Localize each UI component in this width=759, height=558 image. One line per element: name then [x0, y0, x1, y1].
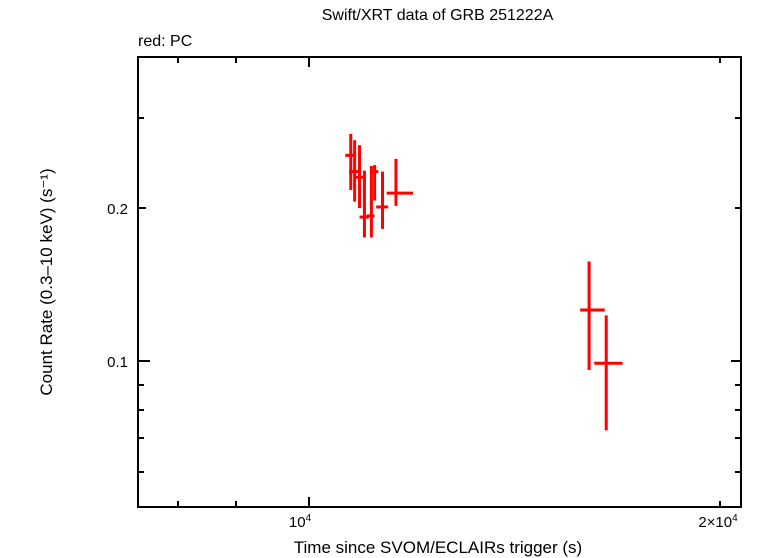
y-axis-ticks [138, 117, 741, 473]
y-tick-label-0.1: 0.1 [107, 354, 128, 371]
data-point [366, 166, 375, 238]
data-point [580, 261, 605, 371]
data-point [386, 158, 414, 206]
data-point [354, 145, 364, 209]
data-point [370, 165, 379, 201]
chart-subtitle: red: PC [138, 33, 193, 50]
x-tick-label-1e4: 104 [289, 513, 312, 531]
x-tick-label-2e4: 2×104 [698, 513, 738, 531]
chart-title: Swift/XRT data of GRB 251222A [321, 7, 554, 24]
x-axis-ticks [177, 57, 721, 507]
y-axis-label: Count Rate (0.3–10 keV) (s⁻¹) [37, 168, 56, 395]
y-tick-label-0.2: 0.2 [107, 201, 128, 218]
plot-frame [137, 56, 742, 508]
data-point [376, 171, 389, 229]
data-series-pc [345, 133, 623, 431]
data-point [349, 140, 360, 202]
x-axis-label: Time since SVOM/ECLAIRs trigger (s) [294, 538, 582, 557]
data-point [345, 133, 355, 191]
data-point [594, 315, 623, 431]
